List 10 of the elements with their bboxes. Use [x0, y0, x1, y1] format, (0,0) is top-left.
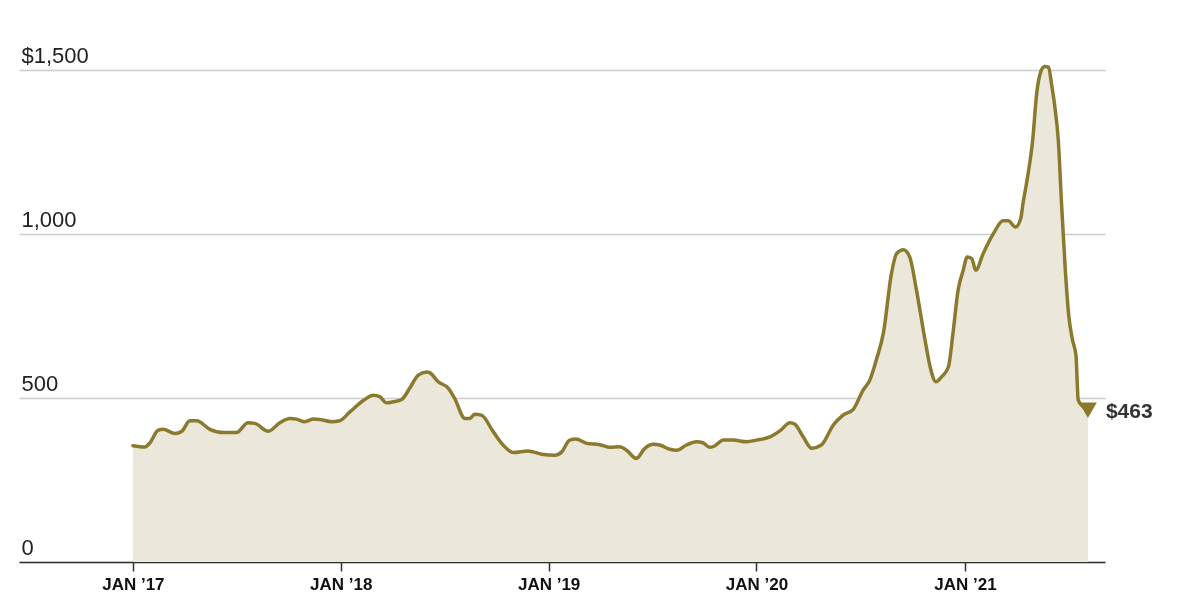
y-tick-label: 0: [21, 534, 34, 560]
x-tick-label: JAN ’19: [517, 574, 581, 594]
annotation: $463: [1105, 399, 1153, 423]
y-tick-label: $1,500: [21, 42, 89, 68]
y-tick-label: 500: [21, 370, 59, 396]
y-tick-label: 1,000: [21, 206, 77, 232]
x-tick-label: JAN ’17: [102, 574, 165, 594]
x-tick-label: JAN ’18: [310, 574, 373, 594]
x-tick-label: JAN ’20: [725, 574, 789, 594]
x-tick-label: JAN ’21: [934, 574, 997, 594]
